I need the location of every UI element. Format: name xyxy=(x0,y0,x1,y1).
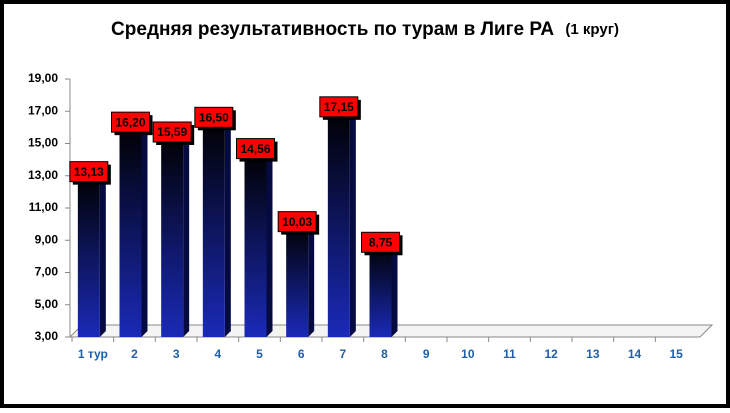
value-label: 16,50 xyxy=(199,110,229,124)
value-label-box xyxy=(361,231,400,253)
value-label: 16,20 xyxy=(115,115,145,129)
y-tick-label: 5,00 xyxy=(35,297,59,311)
value-label-box xyxy=(319,96,359,118)
y-tick-label: 17,00 xyxy=(28,103,58,117)
x-tick-label: 12 xyxy=(544,347,558,361)
title-main: Средняя результативность по турам в Лиге… xyxy=(111,19,554,40)
x-tick-label: 3 xyxy=(173,347,180,361)
y-tick-label: 13,00 xyxy=(28,168,58,182)
bar-side xyxy=(183,127,190,337)
bar-side xyxy=(266,144,273,337)
value-label: 10,03 xyxy=(282,215,312,229)
y-tick-label: 11,00 xyxy=(29,200,59,214)
value-label: 8,75 xyxy=(369,235,393,249)
bar xyxy=(286,223,309,337)
value-label-box xyxy=(236,138,275,160)
bar xyxy=(327,108,350,337)
x-tick-label: 7 xyxy=(339,347,346,361)
bar-side xyxy=(308,217,315,337)
x-tick-label: 5 xyxy=(256,347,263,361)
value-label: 14,56 xyxy=(240,142,270,156)
value-label-box xyxy=(277,211,317,233)
value-label: 13,13 xyxy=(74,165,104,179)
x-tick-label: 13 xyxy=(586,347,600,361)
value-label: 15,59 xyxy=(157,125,187,139)
bar-side xyxy=(224,113,231,337)
value-label-box xyxy=(152,121,192,143)
bar-side xyxy=(141,118,148,338)
chart-title: Средняя результативность по турам в Лиге… xyxy=(111,19,619,40)
y-tick-label: 15,00 xyxy=(28,136,58,150)
title-sub: (1 круг) xyxy=(565,21,619,38)
bar xyxy=(161,133,184,337)
bar-side xyxy=(349,102,356,337)
y-tick-label: 3,00 xyxy=(35,329,59,343)
y-tick-label: 19,00 xyxy=(28,71,58,85)
value-label: 17,15 xyxy=(324,100,354,114)
value-label-box xyxy=(111,111,150,133)
x-tick-label: 10 xyxy=(461,347,475,361)
x-tick-label: 6 xyxy=(298,347,305,361)
x-tick-label: 15 xyxy=(669,347,683,361)
value-label-box xyxy=(194,106,234,128)
x-tick-label: 14 xyxy=(628,347,642,361)
bar-side xyxy=(99,167,106,337)
y-tick-label: 7,00 xyxy=(35,265,59,279)
x-tick-label: 11 xyxy=(503,347,516,361)
bar xyxy=(369,244,392,337)
y-tick-label: 9,00 xyxy=(35,232,59,246)
bar-side xyxy=(391,238,398,337)
x-tick-label: 4 xyxy=(214,347,221,361)
bar xyxy=(202,119,225,337)
x-tick-label: 1 тур xyxy=(78,347,108,361)
bar xyxy=(119,124,142,338)
value-label-box xyxy=(69,161,109,183)
bar xyxy=(244,150,267,337)
bar xyxy=(77,173,100,337)
x-tick-label: 2 xyxy=(131,347,138,361)
x-tick-label: 9 xyxy=(423,347,430,361)
x-tick-label: 8 xyxy=(381,347,388,361)
